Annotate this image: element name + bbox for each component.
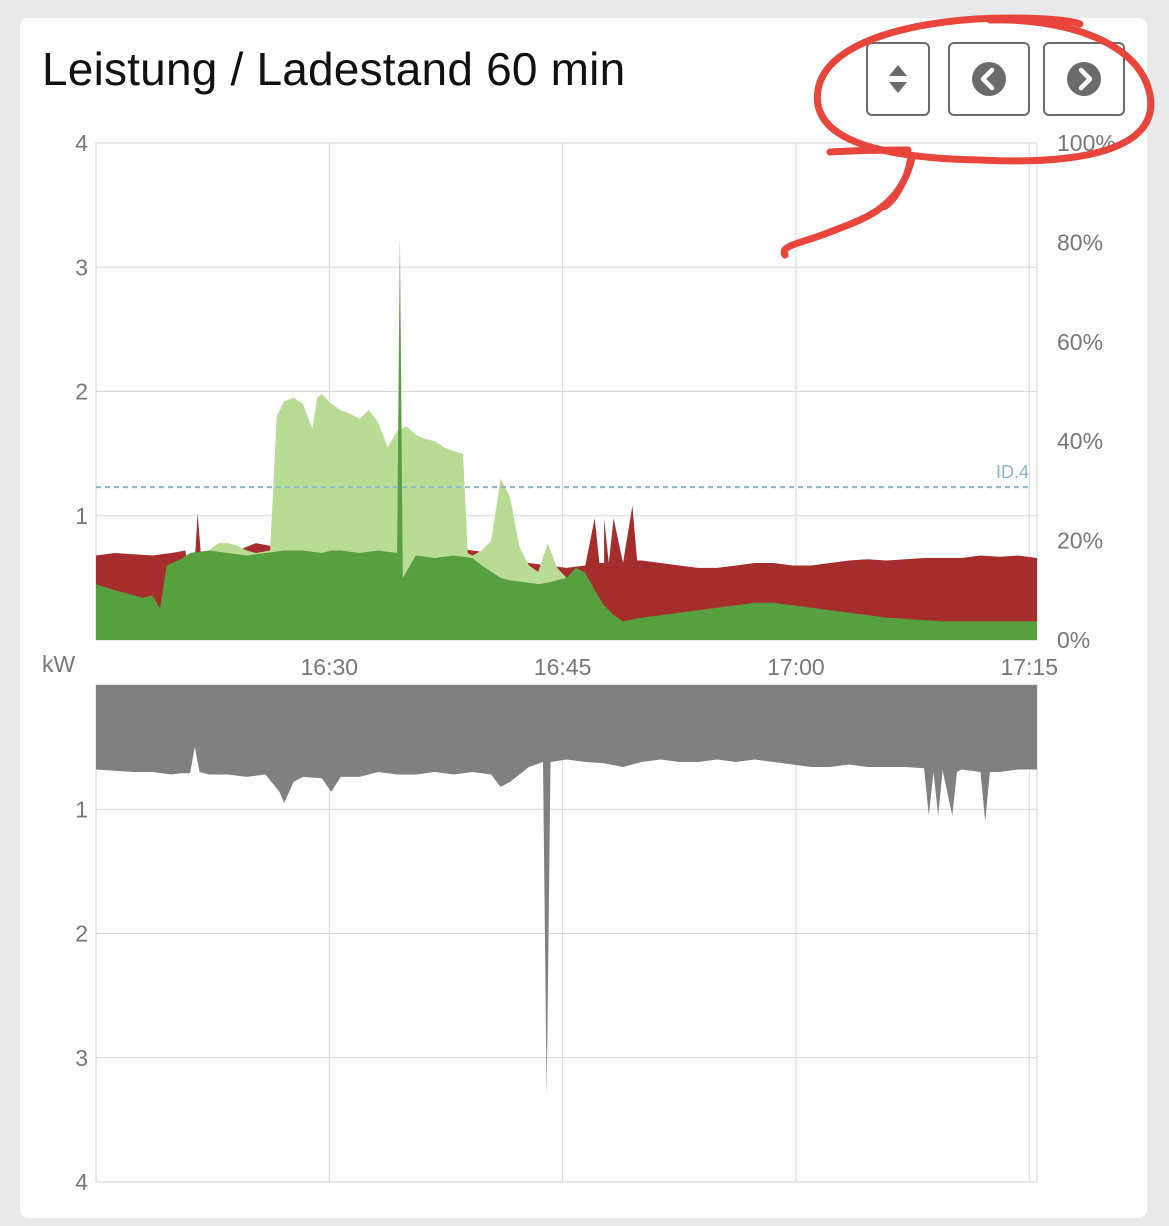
next-button[interactable] (1043, 42, 1125, 116)
sort-toggle-button[interactable] (866, 42, 930, 116)
pv-direct-area (96, 236, 1037, 640)
sort-arrows-icon (889, 65, 907, 93)
lower-y-tick-label: 4 (75, 1169, 88, 1195)
x-tick-label: 16:45 (534, 654, 592, 680)
y-right-tick-label: 40% (1057, 428, 1103, 454)
annotation-arrow-stroke (882, 157, 913, 210)
chevron-left-circle-icon (972, 62, 1006, 96)
previous-button[interactable] (948, 42, 1030, 116)
y-left-tick-label: 1 (75, 503, 88, 529)
x-tick-label: 17:15 (1000, 654, 1058, 680)
x-tick-label: 17:00 (767, 654, 825, 680)
lower-y-tick-label: 1 (75, 796, 88, 822)
widget-title: Leistung / Ladestand 60 min (42, 43, 626, 95)
y-left-tick-label: 2 (75, 379, 88, 405)
reference-line-label: ID.4 (996, 462, 1029, 482)
x-tick-label: 16:30 (301, 654, 359, 680)
lower-y-tick-label: 3 (75, 1045, 88, 1071)
y-right-tick-label: 20% (1057, 528, 1103, 554)
y-right-tick-label: 60% (1057, 329, 1103, 355)
y-unit-label: kW (42, 651, 76, 677)
chevron-right-circle-icon (1067, 62, 1101, 96)
y-left-tick-label: 4 (75, 130, 88, 156)
grid-feed-area (96, 685, 1037, 1095)
y-right-tick-label: 80% (1057, 229, 1103, 255)
y-right-tick-label: 0% (1057, 627, 1090, 653)
y-left-tick-label: 3 (75, 254, 88, 280)
lower-y-tick-label: 2 (75, 921, 88, 947)
